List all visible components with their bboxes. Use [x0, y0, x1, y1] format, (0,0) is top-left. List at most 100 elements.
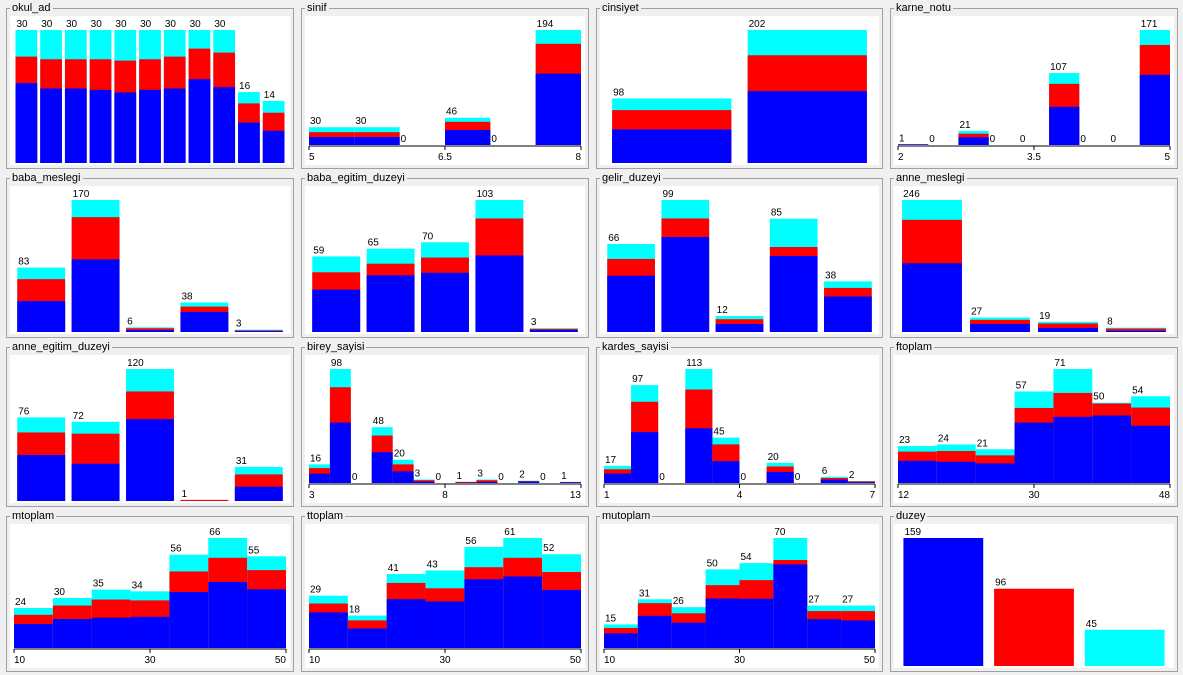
- chart-title: duzey: [894, 510, 928, 522]
- bar-segment-low: [1139, 74, 1170, 145]
- bar: 54: [739, 552, 774, 648]
- bar: 159: [903, 527, 984, 666]
- bar-value-label: 0: [401, 134, 407, 145]
- x-tick-label: 7: [869, 490, 875, 501]
- chart-panel-cinsiyet: cinsiyet 98 202: [596, 2, 883, 169]
- bar: 30: [15, 19, 38, 163]
- bar-segment-low: [1053, 416, 1093, 483]
- panel-frame: [890, 516, 1178, 672]
- bar-value-label: 246: [903, 189, 920, 200]
- bar: 45: [712, 427, 740, 483]
- bar-segment-low: [234, 486, 283, 501]
- bar-segment-low: [824, 296, 872, 332]
- bar-value-label: 45: [1086, 619, 1098, 630]
- bar: 6: [820, 466, 848, 483]
- bar-value-label: 66: [608, 233, 620, 244]
- bar-segment-low: [40, 88, 62, 163]
- bar: 27: [970, 307, 1030, 332]
- bar: 1: [898, 133, 929, 145]
- bar: 1: [180, 489, 229, 501]
- bar-value-label: 6: [127, 316, 133, 327]
- bar-value-label: 46: [446, 107, 458, 118]
- bar-segment-low: [413, 481, 435, 483]
- bar-value-label: 21: [959, 120, 971, 131]
- bar-segment-low: [705, 598, 740, 648]
- chart-title: anne_meslegi: [894, 172, 967, 184]
- chart-panel-mutoplam: mutoplam 15 31 26 50 54 70 27 27 10 30 50: [596, 510, 883, 672]
- bar: 65: [366, 238, 415, 332]
- bar-value-label: 120: [127, 358, 144, 369]
- bar: 2: [847, 470, 875, 483]
- bar-segment-low: [604, 633, 638, 648]
- bar-value-label: 0: [795, 472, 801, 483]
- bar-segment-low: [71, 463, 120, 501]
- bar: 3: [476, 469, 498, 483]
- x-tick-label: 50: [570, 655, 582, 666]
- chart-svg: 30 30 0 46 0 194 5 6.5 8: [308, 19, 582, 163]
- bar: 66: [208, 527, 248, 648]
- panel-frame: [301, 8, 589, 169]
- chart-title: kardes_sayisi: [600, 341, 671, 353]
- bar: 21: [958, 120, 989, 145]
- bar-value-label: 0: [1020, 134, 1026, 145]
- chart-panel-ttoplam: ttoplam 29 18 41 43 56 61 52 10 30 50: [301, 510, 589, 672]
- bar-segment-low: [309, 612, 348, 648]
- bar-value-label: 12: [717, 305, 729, 316]
- bar: 15: [604, 613, 638, 648]
- bar: 1: [560, 471, 581, 483]
- chart-title: karne_notu: [894, 2, 954, 14]
- bar: 14: [262, 90, 285, 163]
- panel-frame: [890, 347, 1178, 507]
- bar-segment-low: [421, 272, 469, 332]
- bar: 30: [40, 19, 62, 164]
- bar-segment-low: [475, 255, 524, 332]
- bar-segment-low: [807, 619, 842, 648]
- panel-frame: [890, 8, 1178, 169]
- bar-value-label: 30: [91, 19, 103, 30]
- bar: 96: [994, 578, 1074, 666]
- plot-area: 23 24 21 57 71 50 54 12 30 48: [894, 355, 1174, 503]
- bar-segment-low: [847, 482, 875, 483]
- plot-area: 59 65 70 103 3: [305, 186, 585, 334]
- bar-value-label: 0: [498, 472, 504, 483]
- bar-segment-low: [89, 89, 112, 163]
- chart-title: ttoplam: [305, 510, 346, 522]
- chart-svg: 159 96 45: [903, 527, 1165, 666]
- bar-segment-low: [671, 622, 706, 648]
- x-tick-label: 50: [275, 655, 287, 666]
- bar-segment-mid: [413, 480, 435, 483]
- bar-value-label: 27: [808, 595, 820, 606]
- bar-segment-low: [64, 88, 87, 163]
- chart-panel-mtoplam: mtoplam 24 30 35 34 56 66 55 10 30 50: [6, 510, 294, 672]
- bar-value-label: 35: [93, 579, 105, 590]
- plot-area: 76 72 120 1 31: [10, 355, 290, 503]
- bar-segment-low: [91, 617, 131, 648]
- bar: 0: [352, 472, 358, 483]
- bar-value-label: 83: [18, 257, 30, 268]
- bar: 72: [71, 411, 120, 501]
- bar: 27: [841, 595, 875, 648]
- plot-area: 30 30 0 46 0 194 5 6.5 8: [305, 16, 585, 165]
- bar-segment-low: [17, 301, 66, 332]
- bar: 34: [130, 580, 170, 648]
- bar-segment-low: [661, 236, 710, 332]
- plot-area: 159 96 45: [894, 524, 1174, 668]
- bar: 0: [1080, 134, 1086, 145]
- bar-value-label: 171: [1141, 19, 1158, 30]
- bar-value-label: 65: [368, 238, 380, 249]
- bar-value-label: 20: [768, 452, 780, 463]
- bar: 24: [936, 433, 976, 483]
- chart-title: gelir_duzeyi: [600, 172, 663, 184]
- x-tick-label: 3.5: [1027, 152, 1041, 163]
- bar: 54: [1131, 385, 1170, 483]
- bar-segment-low: [52, 619, 92, 648]
- bar: 55: [247, 545, 286, 648]
- bar: 30: [52, 587, 92, 648]
- bar: 31: [234, 456, 283, 501]
- x-tick-label: 6.5: [438, 152, 452, 163]
- x-tick-label: 30: [144, 655, 156, 666]
- bar: 29: [309, 585, 348, 648]
- chart-svg: 246 27 19 8: [902, 189, 1166, 332]
- bar: 66: [607, 233, 655, 332]
